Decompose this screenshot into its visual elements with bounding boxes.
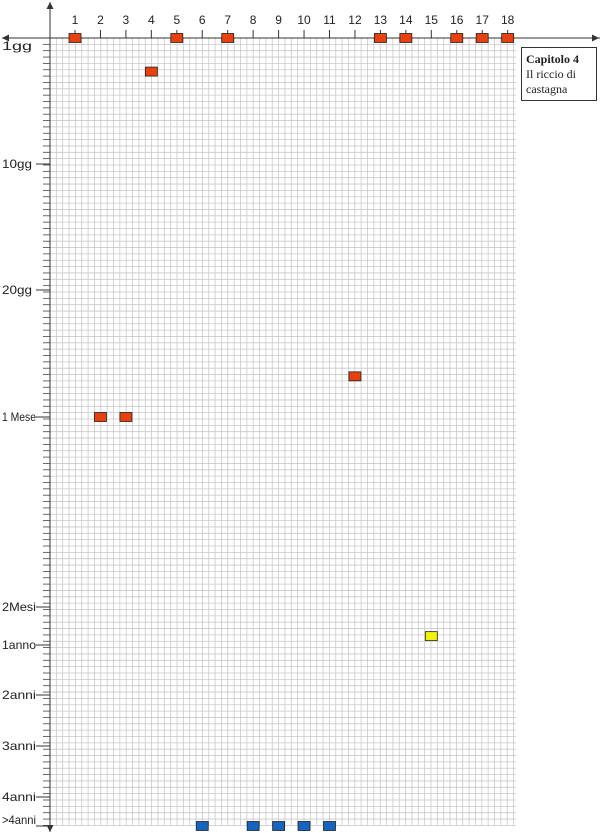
x-tick-label: 10	[297, 13, 311, 27]
x-tick-labels: 1 2 3 4 5 6 7 8 9 10 11 12 13 14 15 16 17 18	[72, 13, 515, 38]
data-point	[221, 33, 235, 43]
legend-title: Capitolo 4	[526, 52, 580, 66]
data-point	[119, 412, 133, 422]
x-tick-label: 9	[275, 13, 282, 27]
x-tick-label: 2	[97, 13, 104, 27]
y-tick-label: 1anno	[2, 638, 36, 652]
data-point	[450, 33, 464, 43]
data-points	[68, 33, 515, 831]
data-point	[195, 821, 209, 831]
data-point	[272, 821, 286, 831]
x-tick-label: 4	[148, 13, 155, 27]
x-tick-label: 17	[476, 13, 490, 27]
data-point	[94, 412, 107, 422]
legend: Capitolo 4 Il riccio di castagna	[521, 47, 597, 101]
x-tick-label: 15	[425, 13, 439, 27]
grid	[49, 37, 516, 826]
data-point	[424, 631, 438, 642]
x-tick-label: 12	[348, 13, 362, 27]
data-point	[373, 33, 387, 43]
x-tick-label: 11	[323, 13, 336, 27]
y-tick-labels: 1gg 10gg 20gg 1 Mese 2Mesi 1anno 2anni 3anni 4an…	[2, 37, 50, 827]
y-tick-label: 1gg	[2, 39, 32, 53]
data-point	[68, 33, 82, 43]
data-point	[399, 33, 413, 43]
y-tick-label: 3anni	[2, 739, 36, 753]
y-tick-label: >4anni	[2, 813, 36, 827]
x-tick-label: 7	[224, 13, 231, 27]
legend-subtitle: Il riccio di castagna	[526, 67, 576, 96]
x-tick-label: 13	[374, 13, 388, 27]
axis-arrow	[2, 34, 9, 42]
axis-arrow	[46, 2, 54, 9]
x-tick-label: 16	[450, 13, 464, 27]
data-point	[475, 33, 489, 43]
data-point	[297, 821, 311, 831]
x-tick-label: 3	[123, 13, 130, 27]
data-point	[348, 371, 362, 382]
y-tick-label: 2anni	[2, 688, 36, 702]
data-point	[170, 33, 184, 43]
y-tick-label: 4anni	[2, 790, 36, 804]
x-tick-label: 14	[399, 13, 413, 27]
x-tick-label: 1	[72, 13, 79, 27]
y-tick-label: 2Mesi	[2, 600, 36, 614]
x-tick-label: 8	[250, 13, 257, 27]
y-tick-label: 10gg	[2, 157, 32, 171]
x-tick-label: 6	[199, 13, 206, 27]
data-point	[246, 821, 260, 831]
data-point	[144, 66, 158, 77]
x-tick-label: 5	[173, 13, 180, 27]
data-point	[323, 821, 336, 831]
data-point	[501, 33, 515, 43]
y-tick-label: 20gg	[2, 283, 32, 297]
y-tick-label: 1 Mese	[2, 410, 36, 424]
axis-arrow	[592, 34, 599, 42]
x-tick-label: 18	[501, 13, 515, 27]
axis-arrow	[46, 825, 54, 832]
